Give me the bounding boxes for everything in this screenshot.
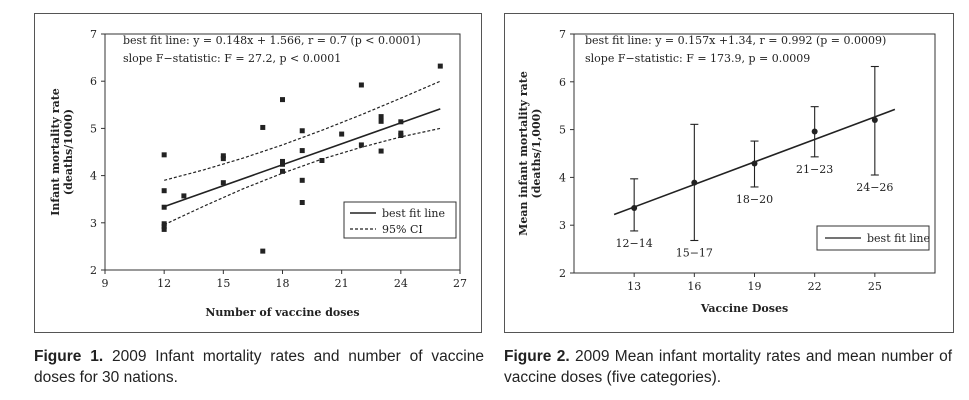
annotation-line-2: slope F−statistic: F = 27.2, p < 0.0001 bbox=[123, 52, 341, 65]
x-axis-label: Number of vaccine doses bbox=[205, 306, 359, 319]
data-point bbox=[220, 156, 226, 162]
figure1-caption: Figure 1. 2009 Infant mortality rates an… bbox=[34, 346, 484, 388]
y-tick-label: 5 bbox=[90, 122, 97, 135]
figure2-caption: Figure 2. 2009 Mean infant mortality rat… bbox=[504, 346, 952, 388]
x-tick-label: 21 bbox=[335, 277, 349, 290]
x-tick-label: 9 bbox=[102, 277, 109, 290]
legend-ci-label: 95% CI bbox=[382, 223, 423, 236]
figure1-panel: 9 12 15 18 21 24 27 2 3 4 5 6 7 Number of vaccine dos… bbox=[34, 13, 482, 333]
data-point bbox=[378, 148, 384, 154]
data-point bbox=[161, 152, 167, 158]
data-point bbox=[299, 148, 305, 154]
data-point bbox=[161, 224, 167, 230]
data-point bbox=[339, 131, 345, 137]
data-point bbox=[319, 157, 325, 163]
ci-lower-curve bbox=[163, 127, 441, 226]
data-point bbox=[358, 142, 364, 148]
x-tick-label: 15 bbox=[216, 277, 230, 290]
data-point bbox=[378, 114, 384, 120]
annotation-line-1: best fit line: y = 0.148x + 1.566, r = 0… bbox=[123, 34, 421, 47]
data-point bbox=[280, 158, 285, 164]
data-point bbox=[220, 180, 226, 186]
data-point bbox=[751, 160, 758, 167]
data-point bbox=[181, 193, 187, 199]
data-point bbox=[220, 153, 226, 159]
x-tick-label: 18 bbox=[276, 277, 290, 290]
x-tick-label: 13 bbox=[627, 280, 641, 293]
data-point bbox=[378, 118, 384, 124]
best-fit-line bbox=[163, 108, 441, 208]
data-point bbox=[299, 200, 305, 206]
y-tick-label: 3 bbox=[90, 217, 97, 230]
y-tick-label: 5 bbox=[559, 124, 566, 137]
annotation-line-1: best fit line: y = 0.157x +1.34, r = 0.9… bbox=[585, 34, 886, 47]
figure2-caption-label: Figure 2. bbox=[504, 348, 570, 365]
y-axis-label: Infant mortality rate(deaths/1000) bbox=[49, 88, 75, 216]
point-category-label: 12−14 bbox=[616, 237, 653, 250]
data-point bbox=[280, 161, 285, 167]
data-point bbox=[811, 128, 818, 135]
data-point bbox=[398, 132, 404, 138]
y-tick-label: 7 bbox=[90, 28, 97, 41]
data-point bbox=[161, 188, 167, 194]
data-point bbox=[260, 124, 266, 130]
point-category-label: 24−26 bbox=[856, 181, 893, 194]
y-tick-label: 6 bbox=[559, 76, 566, 89]
y-axis-label: Mean infant mortality rate(deaths/1,000) bbox=[517, 71, 543, 236]
annotation-line-2: slope F−statistic: F = 173.9, p = 0.0009 bbox=[585, 52, 810, 65]
data-point bbox=[161, 221, 167, 227]
y-tick-label: 7 bbox=[559, 28, 566, 41]
data-point bbox=[631, 204, 638, 211]
data-point bbox=[161, 226, 167, 232]
data-point bbox=[299, 177, 305, 183]
data-point bbox=[358, 82, 364, 88]
x-axis-label: Vaccine Doses bbox=[700, 302, 788, 315]
figure2-panel: 13 16 19 22 25 2 3 4 5 6 7 Vaccine Doses Mean infant… bbox=[504, 13, 954, 333]
x-tick-label: 19 bbox=[748, 280, 762, 293]
point-category-label: 15−17 bbox=[676, 246, 713, 259]
y-tick-label: 2 bbox=[559, 267, 566, 280]
x-tick-label: 25 bbox=[868, 280, 882, 293]
x-tick-label: 12 bbox=[157, 277, 171, 290]
x-tick-label: 16 bbox=[687, 280, 701, 293]
data-point bbox=[691, 179, 698, 186]
point-category-label: 21−23 bbox=[796, 163, 833, 176]
point-category-label: 18−20 bbox=[736, 193, 773, 206]
y-tick-label: 3 bbox=[559, 219, 566, 232]
ci-upper-curve bbox=[164, 80, 441, 181]
figure1-chart: 9 12 15 18 21 24 27 2 3 4 5 6 7 Number of vaccine dos… bbox=[49, 28, 467, 319]
x-tick-label: 22 bbox=[808, 280, 822, 293]
x-tick-label: 24 bbox=[394, 277, 408, 290]
data-point bbox=[260, 248, 266, 254]
y-tick-label: 4 bbox=[90, 170, 97, 183]
y-tick-label: 4 bbox=[559, 171, 566, 184]
figure2-chart: 13 16 19 22 25 2 3 4 5 6 7 Vaccine Doses Mean infant… bbox=[517, 28, 936, 315]
y-tick-label: 2 bbox=[90, 264, 97, 277]
figure1-caption-text: 2009 Infant mortality rates and number o… bbox=[34, 348, 484, 386]
data-point bbox=[398, 119, 404, 125]
data-point bbox=[161, 204, 167, 210]
data-point bbox=[299, 128, 305, 134]
data-point bbox=[437, 63, 443, 69]
data-point bbox=[280, 97, 285, 103]
y-tick-label: 6 bbox=[90, 75, 97, 88]
legend-fit-label: best fit line bbox=[382, 207, 445, 220]
legend-fit-label: best fit line bbox=[867, 232, 930, 245]
figure1-caption-label: Figure 1. bbox=[34, 348, 104, 365]
data-point bbox=[280, 168, 285, 174]
data-point bbox=[871, 117, 878, 124]
x-tick-label: 27 bbox=[453, 277, 467, 290]
legend-box bbox=[343, 201, 457, 239]
figure2-caption-text: 2009 Mean infant mortality rates and mea… bbox=[504, 348, 952, 386]
